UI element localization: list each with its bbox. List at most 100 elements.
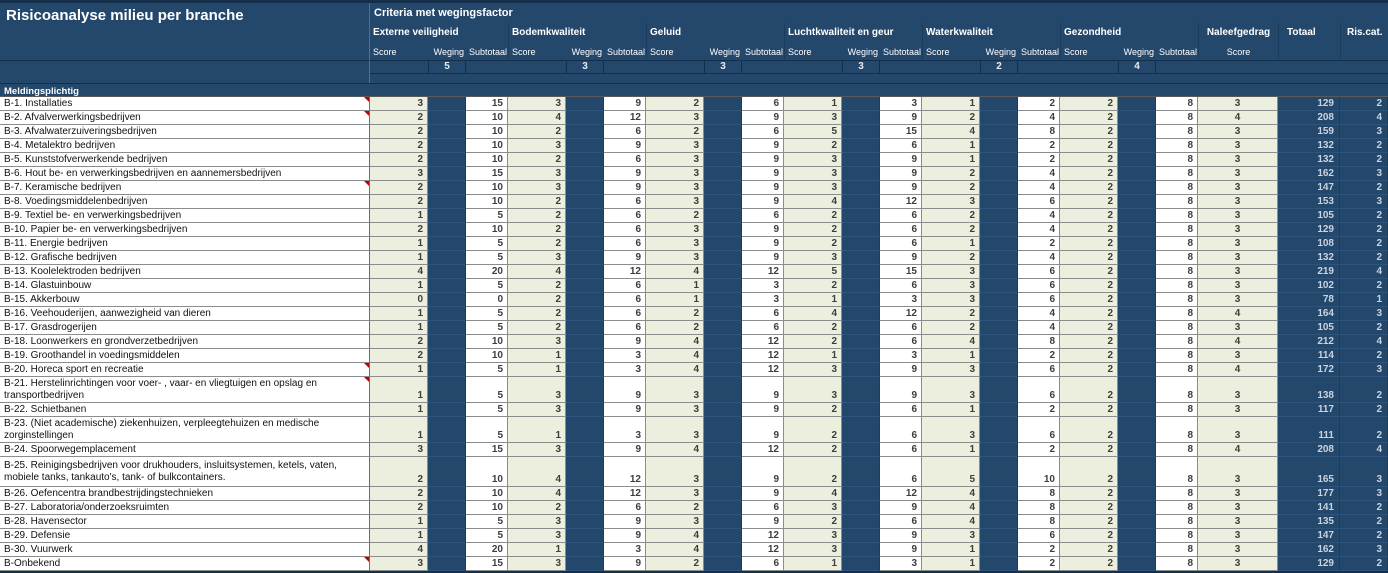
subtotal-cell[interactable]: 6	[880, 417, 922, 443]
score-cell[interactable]: 2	[1060, 279, 1118, 293]
score-cell[interactable]: 2	[646, 97, 704, 111]
score-cell[interactable]: 1	[784, 349, 842, 363]
subtotal-cell[interactable]: 20	[466, 265, 508, 279]
subtotal-cell[interactable]: 12	[604, 265, 646, 279]
score-cell[interactable]: 2	[1060, 181, 1118, 195]
subtotal-cell[interactable]: 6	[1018, 195, 1060, 209]
subtotal-cell[interactable]: 8	[1018, 501, 1060, 515]
subtotal-cell[interactable]: 8	[1156, 195, 1198, 209]
score-cell[interactable]: 1	[922, 557, 980, 571]
subtotal-cell[interactable]: 8	[1156, 557, 1198, 571]
score-cell[interactable]: 3	[370, 97, 428, 111]
subtotal-cell[interactable]: 5	[466, 377, 508, 403]
score-cell[interactable]: 1	[370, 237, 428, 251]
subtotal-cell[interactable]: 5	[466, 417, 508, 443]
score-cell[interactable]: 2	[784, 417, 842, 443]
subtotal-cell[interactable]: 8	[1156, 125, 1198, 139]
subtotal-cell[interactable]: 8	[1156, 335, 1198, 349]
subtotal-cell[interactable]: 6	[880, 515, 922, 529]
score-cell[interactable]: 3	[784, 251, 842, 265]
naleefgedrag-score-cell[interactable]: 3	[1198, 223, 1278, 237]
subtotal-cell[interactable]: 3	[742, 279, 784, 293]
score-cell[interactable]: 2	[1060, 377, 1118, 403]
subtotal-cell[interactable]: 3	[604, 349, 646, 363]
score-cell[interactable]: 2	[1060, 97, 1118, 111]
score-cell[interactable]: 3	[922, 529, 980, 543]
naleefgedrag-score-cell[interactable]: 3	[1198, 557, 1278, 571]
score-cell[interactable]: 2	[370, 181, 428, 195]
score-cell[interactable]: 2	[370, 125, 428, 139]
score-cell[interactable]: 2	[784, 209, 842, 223]
score-cell[interactable]: 3	[508, 251, 566, 265]
score-cell[interactable]: 2	[370, 153, 428, 167]
subtotal-cell[interactable]: 6	[1018, 529, 1060, 543]
score-cell[interactable]: 4	[922, 501, 980, 515]
score-cell[interactable]: 3	[922, 279, 980, 293]
subtotal-cell[interactable]: 10	[466, 335, 508, 349]
score-cell[interactable]: 4	[922, 335, 980, 349]
subtotal-cell[interactable]: 5	[466, 403, 508, 417]
score-cell[interactable]: 1	[370, 321, 428, 335]
score-cell[interactable]: 1	[784, 293, 842, 307]
subtotal-cell[interactable]: 9	[742, 111, 784, 125]
subtotal-cell[interactable]: 9	[742, 403, 784, 417]
score-cell[interactable]: 2	[1060, 167, 1118, 181]
score-cell[interactable]: 2	[508, 153, 566, 167]
score-cell[interactable]: 2	[646, 321, 704, 335]
score-cell[interactable]: 2	[922, 321, 980, 335]
subtotal-cell[interactable]: 6	[604, 501, 646, 515]
subtotal-cell[interactable]: 3	[604, 543, 646, 557]
score-cell[interactable]: 2	[508, 223, 566, 237]
row-label-cell[interactable]: B-12. Grafische bedrijven	[0, 251, 370, 265]
row-label-cell[interactable]: B-13. Koolelektroden bedrijven	[0, 265, 370, 279]
naleefgedrag-score-cell[interactable]: 3	[1198, 487, 1278, 501]
score-cell[interactable]: 3	[646, 223, 704, 237]
score-cell[interactable]: 3	[784, 153, 842, 167]
subtotal-cell[interactable]: 4	[1018, 251, 1060, 265]
naleefgedrag-score-cell[interactable]: 3	[1198, 417, 1278, 443]
score-cell[interactable]: 2	[646, 557, 704, 571]
subtotal-cell[interactable]: 6	[1018, 279, 1060, 293]
subtotal-cell[interactable]: 2	[1018, 139, 1060, 153]
subtotal-cell[interactable]: 12	[604, 457, 646, 487]
score-cell[interactable]: 4	[922, 515, 980, 529]
subtotal-cell[interactable]: 9	[604, 139, 646, 153]
subtotal-cell[interactable]: 8	[1156, 529, 1198, 543]
naleefgedrag-score-cell[interactable]: 4	[1198, 335, 1278, 349]
subtotal-cell[interactable]: 12	[742, 543, 784, 557]
naleefgedrag-score-cell[interactable]: 3	[1198, 501, 1278, 515]
subtotal-cell[interactable]: 9	[742, 195, 784, 209]
score-cell[interactable]: 0	[370, 293, 428, 307]
row-label-cell[interactable]: B-Onbekend	[0, 557, 370, 571]
naleefgedrag-score-cell[interactable]: 4	[1198, 111, 1278, 125]
score-cell[interactable]: 4	[784, 195, 842, 209]
score-cell[interactable]: 4	[646, 265, 704, 279]
subtotal-cell[interactable]: 5	[466, 515, 508, 529]
subtotal-cell[interactable]: 4	[1018, 209, 1060, 223]
score-cell[interactable]: 3	[646, 181, 704, 195]
score-cell[interactable]: 3	[508, 557, 566, 571]
row-label-cell[interactable]: B-27. Laboratoria/onderzoeksruimten	[0, 501, 370, 515]
score-cell[interactable]: 1	[370, 307, 428, 321]
score-cell[interactable]: 2	[922, 209, 980, 223]
subtotal-cell[interactable]: 9	[604, 181, 646, 195]
subtotal-cell[interactable]: 6	[880, 279, 922, 293]
score-cell[interactable]: 1	[508, 349, 566, 363]
naleefgedrag-score-cell[interactable]: 3	[1198, 209, 1278, 223]
score-cell[interactable]: 2	[1060, 457, 1118, 487]
subtotal-cell[interactable]: 10	[466, 223, 508, 237]
subtotal-cell[interactable]: 8	[1156, 251, 1198, 265]
subtotal-cell[interactable]: 8	[1156, 501, 1198, 515]
subtotal-cell[interactable]: 15	[880, 265, 922, 279]
score-cell[interactable]: 3	[646, 139, 704, 153]
score-cell[interactable]: 2	[1060, 501, 1118, 515]
subtotal-cell[interactable]: 9	[880, 153, 922, 167]
subtotal-cell[interactable]: 8	[1156, 349, 1198, 363]
score-cell[interactable]: 4	[646, 443, 704, 457]
subtotal-cell[interactable]: 5	[466, 251, 508, 265]
subtotal-cell[interactable]: 4	[1018, 167, 1060, 181]
subtotal-cell[interactable]: 6	[742, 307, 784, 321]
subtotal-cell[interactable]: 6	[880, 443, 922, 457]
row-label-cell[interactable]: B-28. Havensector	[0, 515, 370, 529]
score-cell[interactable]: 4	[370, 543, 428, 557]
